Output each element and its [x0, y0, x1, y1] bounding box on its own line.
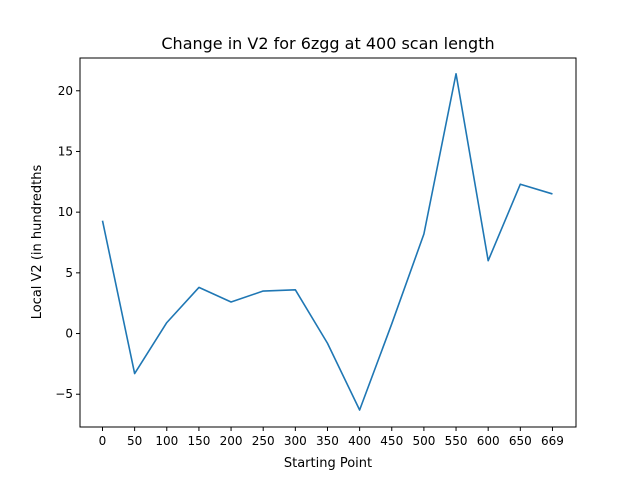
- y-tick-label: 20: [58, 84, 73, 98]
- x-tick-label: 350: [316, 434, 339, 448]
- x-tick-label: 669: [541, 434, 564, 448]
- x-axis-label: Starting Point: [284, 456, 372, 471]
- x-tick-label: 100: [155, 434, 178, 448]
- x-tick-label: 250: [252, 434, 275, 448]
- x-tick-label: 200: [220, 434, 243, 448]
- x-axis-ticks: 0 50 100 150 200 250 300 350 400 450 500 550 600 650 6…: [99, 427, 564, 448]
- chart-title: Change in V2 for 6zgg at 400 scan length: [161, 34, 494, 53]
- x-tick-label: 600: [477, 434, 500, 448]
- x-tick-label: 50: [127, 434, 142, 448]
- x-tick-label: 450: [380, 434, 403, 448]
- x-tick-label: 550: [445, 434, 468, 448]
- y-tick-label: 5: [65, 266, 73, 280]
- y-tick-label: 15: [58, 144, 73, 158]
- x-tick-label: 300: [284, 434, 307, 448]
- x-tick-label: 400: [348, 434, 371, 448]
- series-line: [101, 72, 553, 411]
- plot-frame: [79, 57, 577, 428]
- y-tick-label: 0: [65, 327, 73, 341]
- y-tick-label: −5: [55, 387, 73, 401]
- x-tick-label: 150: [187, 434, 210, 448]
- y-axis-label: Local V2 (in hundredths: [30, 164, 45, 319]
- x-tick-label: 0: [99, 434, 107, 448]
- x-tick-label: 500: [412, 434, 435, 448]
- y-tick-label: 10: [58, 205, 73, 219]
- x-tick-label: 650: [509, 434, 532, 448]
- y-axis-ticks: −5 0 5 10 15 20: [55, 84, 80, 401]
